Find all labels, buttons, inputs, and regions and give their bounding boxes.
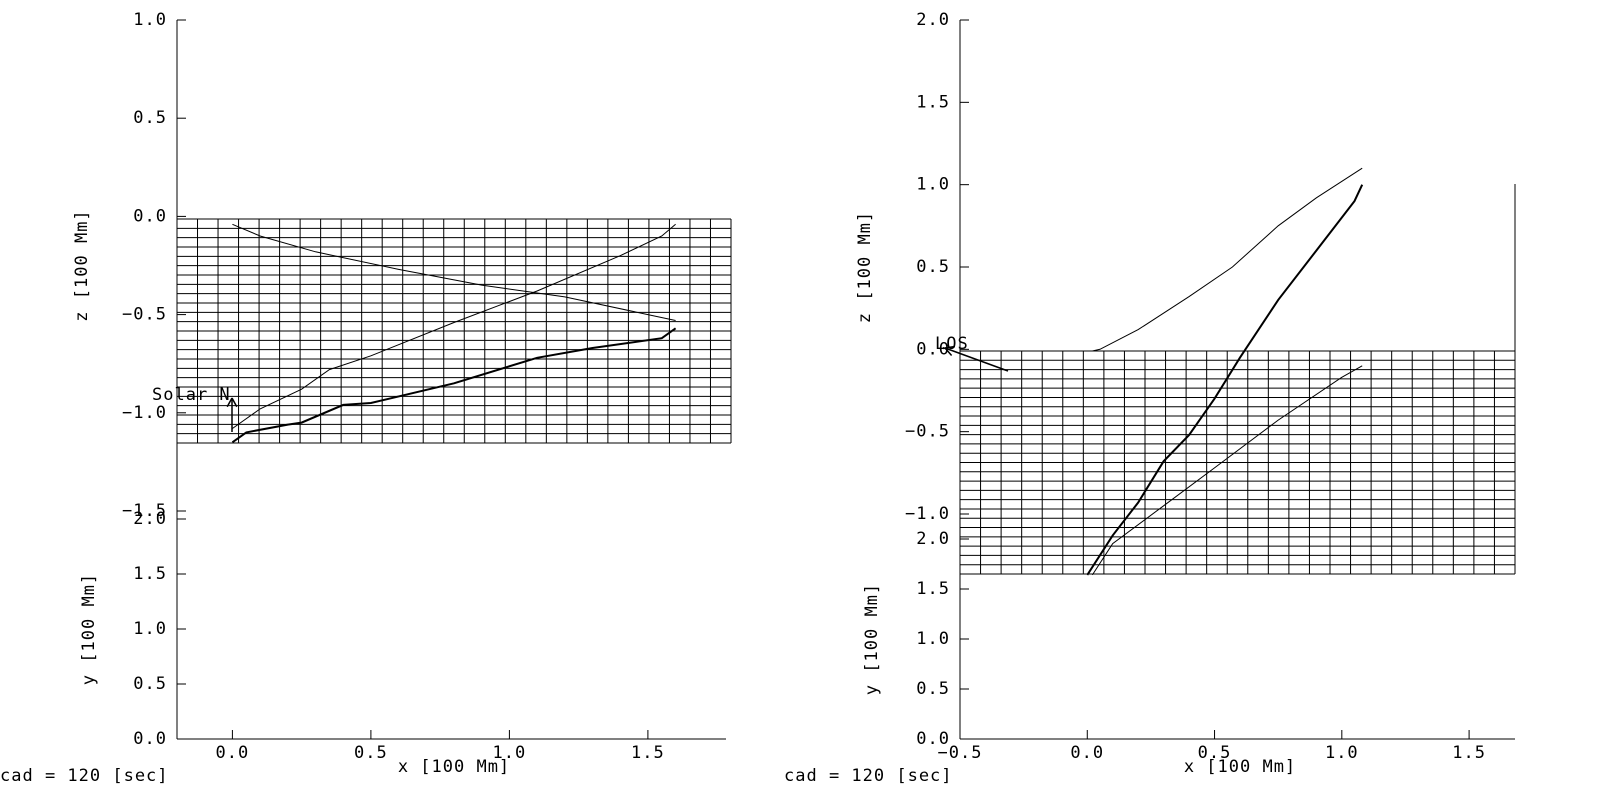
x-tick-label: 0.0 [1070, 743, 1104, 763]
z-tick-label: 0.5 [916, 257, 950, 277]
z-tick-label: 1.5 [916, 92, 950, 112]
x-tick-label: 1.0 [1325, 743, 1359, 763]
arrow-head [944, 347, 953, 357]
y-tick-label: 2.0 [916, 529, 950, 549]
curve [1092, 167, 1363, 352]
y-tick-label: 0.5 [133, 674, 167, 694]
x-tick-label: 1.0 [493, 743, 527, 763]
z-tick-label: −1.0 [122, 403, 167, 423]
x-axis-label: x [100 Mm] [1184, 757, 1296, 777]
z-tick-label: −1.0 [905, 504, 950, 524]
y-tick-label: 2.0 [133, 509, 167, 529]
curve [232, 223, 676, 321]
x-tick-label: 0.0 [216, 743, 250, 763]
arrow-head [231, 397, 238, 408]
z-tick-label: −1.5 [122, 501, 167, 521]
footer: cad = 120 [sec] [784, 766, 953, 786]
z-axis-label: z [100 Mm] [855, 211, 875, 323]
curve [1091, 365, 1363, 576]
y-tick-label: 1.5 [916, 579, 950, 599]
curve [1086, 184, 1364, 576]
projected-grid [176, 184, 1516, 575]
z-tick-label: 1.0 [133, 10, 167, 30]
arrow-head [944, 345, 955, 349]
y-tick-label: 0.0 [916, 729, 950, 749]
curve [231, 327, 677, 444]
z-tick-label: 2.0 [916, 10, 950, 30]
y-tick-label: 1.0 [916, 629, 950, 649]
x-tick-label: −0.5 [938, 743, 983, 763]
y-axis-label: y [100 Mm] [79, 573, 99, 685]
x-tick-label: 1.5 [631, 743, 665, 763]
z-axis-label: z [100 Mm] [72, 209, 92, 321]
z-tick-label: 0.5 [133, 108, 167, 128]
x-axis-label: x [100 Mm] [398, 757, 510, 777]
y-tick-label: 1.5 [133, 564, 167, 584]
arrow [944, 347, 1009, 372]
z-tick-label: 1.0 [916, 175, 950, 195]
x-tick-label: 0.5 [354, 743, 388, 763]
annotation: LOS [935, 334, 969, 354]
z-tick-label: 0.0 [133, 206, 167, 226]
z-tick-label: −0.5 [905, 422, 950, 442]
y-tick-label: 1.0 [133, 619, 167, 639]
y-tick-label: 0.0 [133, 729, 167, 749]
footer: cad = 120 [sec] [0, 766, 169, 786]
curve [232, 223, 676, 429]
arrow-head [226, 397, 233, 408]
x-tick-label: 1.5 [1452, 743, 1486, 763]
x-tick-label: 0.5 [1198, 743, 1232, 763]
z-tick-label: −0.5 [122, 305, 167, 325]
y-axis-label: y [100 Mm] [862, 583, 882, 695]
y-tick-label: 0.5 [916, 679, 950, 699]
z-tick-label: 0.0 [916, 339, 950, 359]
annotation: Solar N [152, 385, 231, 405]
